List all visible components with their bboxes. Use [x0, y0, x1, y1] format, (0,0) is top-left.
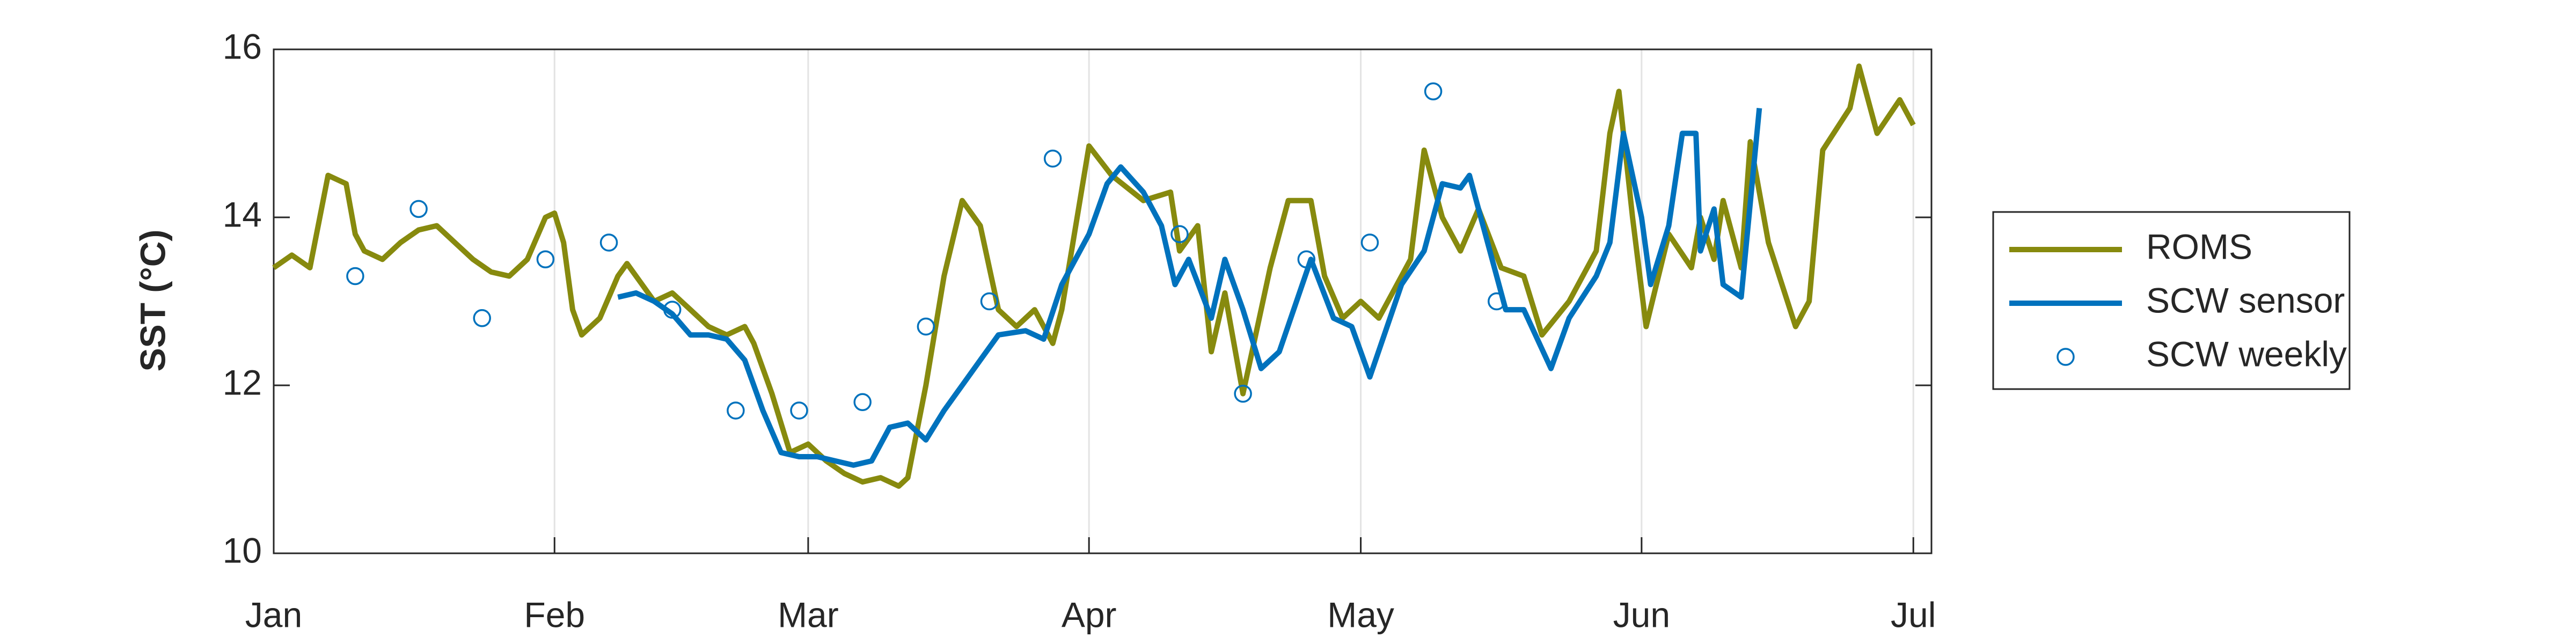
data-point [1297, 250, 1316, 268]
data-point [599, 233, 618, 252]
data-point [473, 309, 491, 327]
x-tick-label: Jul [1891, 595, 1936, 634]
axes-box [273, 48, 1933, 554]
data-point [853, 393, 872, 412]
data-point [346, 267, 364, 286]
legend-marker [2057, 348, 2075, 366]
x-tick-label: Apr [1062, 595, 1117, 634]
data-point [1424, 82, 1443, 100]
data-point [1043, 149, 1062, 168]
data-point [790, 401, 808, 420]
x-tick-label: Jan [245, 595, 302, 634]
y-tick-label: 14 [223, 194, 262, 234]
x-tick-label: Feb [524, 595, 585, 634]
data-point [1360, 233, 1379, 252]
data-point [536, 250, 555, 268]
data-point [917, 317, 935, 336]
data-point [1488, 292, 1506, 311]
data-point [727, 401, 745, 420]
data-point [1170, 225, 1189, 244]
x-tick-label: Mar [778, 595, 839, 634]
x-tick-label: Jun [1613, 595, 1670, 634]
data-point [980, 292, 999, 311]
data-point [663, 301, 682, 319]
y-tick-label: 16 [223, 26, 262, 66]
data-line [272, 63, 1916, 489]
data-point [1234, 384, 1252, 403]
y-tick-label: 12 [223, 362, 262, 402]
legend: ROMS SCW sensor SCW weekly [1992, 211, 2351, 390]
data-line [617, 108, 1762, 468]
legend-label: SCW weekly [2146, 334, 2347, 374]
legend-label: SCW sensor [2146, 280, 2345, 320]
data-point [409, 200, 428, 218]
legend-label: ROMS [2146, 226, 2252, 266]
x-tick-label: May [1327, 595, 1394, 634]
y-axis-label: SST (°C) [133, 230, 172, 372]
y-tick-label: 10 [223, 530, 262, 570]
